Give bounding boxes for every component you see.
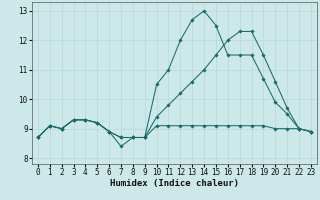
X-axis label: Humidex (Indice chaleur): Humidex (Indice chaleur) (110, 179, 239, 188)
